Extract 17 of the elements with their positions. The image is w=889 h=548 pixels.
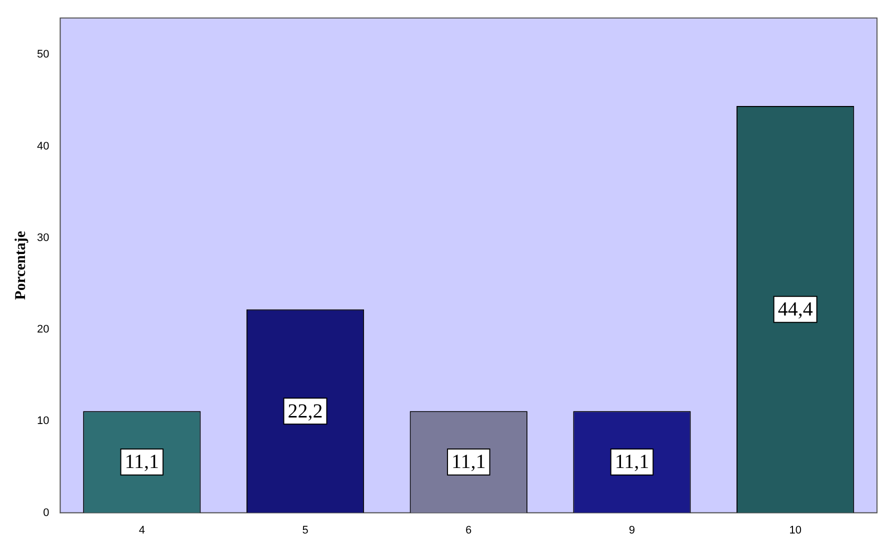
x-tick-label: 9 xyxy=(628,524,636,536)
data-label: 11,1 xyxy=(614,451,650,474)
y-tick-label: 20 xyxy=(36,324,50,336)
data-label: 44,4 xyxy=(778,298,813,321)
x-tick-label: 4 xyxy=(138,524,145,536)
y-tick-label: 50 xyxy=(36,48,50,61)
x-tick-label: 10 xyxy=(789,524,802,536)
y-tick-label: 10 xyxy=(36,415,50,428)
y-tick-label: 30 xyxy=(36,232,50,244)
x-tick-label: 5 xyxy=(302,524,308,536)
data-label: 11,1 xyxy=(124,451,160,474)
y-axis-title: Porcentaje xyxy=(12,230,29,300)
data-label: 11,1 xyxy=(451,451,486,474)
x-tick-label: 6 xyxy=(466,524,472,536)
y-tick-label: 40 xyxy=(36,140,50,152)
data-label: 22,2 xyxy=(288,400,323,422)
y-tick-label: 0 xyxy=(43,506,50,519)
